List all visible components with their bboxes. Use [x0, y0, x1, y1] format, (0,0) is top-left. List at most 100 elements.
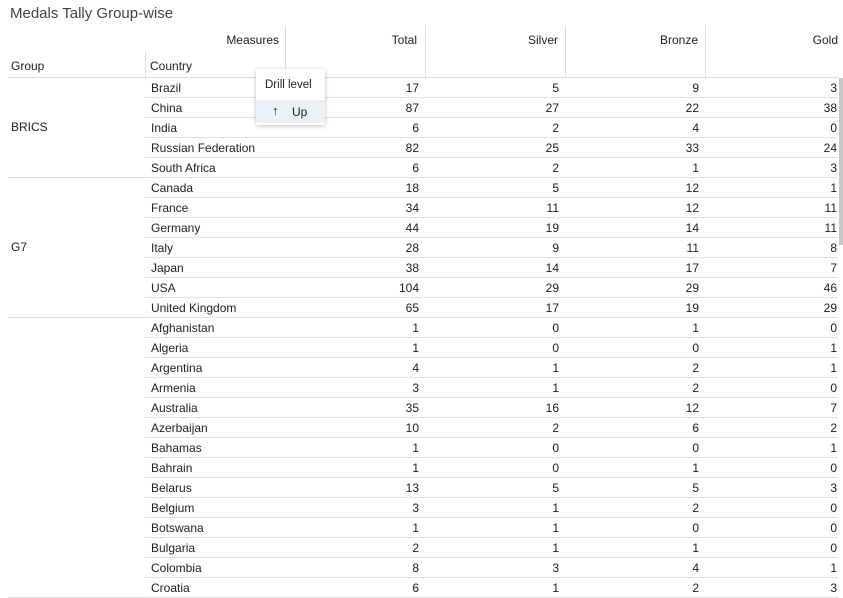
table-row[interactable]: Japan 38 14 17 7	[145, 258, 838, 278]
silver-cell: 16	[545, 401, 559, 415]
table-row[interactable]: France 34 11 12 11	[145, 198, 838, 218]
table-row[interactable]: Colombia 8 3 4 1	[145, 558, 838, 578]
table-row[interactable]: South Africa 6 2 1 3	[145, 158, 838, 178]
group-header[interactable]: Group	[11, 59, 45, 73]
drill-level-menu: Drill level ↑ Up	[256, 69, 325, 125]
table-row[interactable]: Armenia 3 1 2 0	[145, 378, 838, 398]
table-row[interactable]: Bulgaria 2 1 1 0	[145, 538, 838, 558]
gold-header[interactable]: Gold	[812, 33, 838, 47]
silver-cell: 2	[552, 421, 559, 435]
table-row[interactable]: Croatia 6 1 2 3	[145, 578, 838, 598]
bronze-cell: 17	[685, 261, 699, 275]
total-cell: 1	[412, 461, 419, 475]
bronze-header[interactable]: Bronze	[659, 33, 698, 47]
bronze-cell: 33	[685, 141, 699, 155]
silver-cell: 5	[552, 481, 559, 495]
bronze-cell: 1	[692, 161, 699, 175]
country-cell: Belgium	[151, 501, 195, 515]
pivot-title: Medals Tally Group-wise	[10, 5, 174, 22]
group-cell[interactable]: BRICS	[11, 120, 48, 134]
table-row[interactable]: Canada 18 5 12 1	[145, 178, 838, 198]
table-row[interactable]: Algeria 1 0 0 1	[145, 338, 838, 358]
total-cell: 104	[398, 281, 419, 295]
table-row[interactable]: Argentina 4 1 2 1	[145, 358, 838, 378]
total-cell: 17	[405, 81, 419, 95]
table-row[interactable]: United Kingdom 65 17 19 29	[145, 298, 838, 318]
bronze-cell: 19	[685, 301, 699, 315]
bronze-cell: 2	[692, 361, 699, 375]
silver-cell: 1	[552, 381, 559, 395]
country-cell: Russian Federation	[151, 141, 256, 155]
bronze-cell: 4	[692, 561, 699, 575]
silver-cell: 2	[552, 161, 559, 175]
bronze-cell: 12	[685, 181, 699, 195]
total-cell: 3	[412, 501, 419, 515]
bronze-cell: 12	[685, 201, 699, 215]
total-cell: 82	[405, 141, 419, 155]
table-row[interactable]: Germany 44 19 14 11	[145, 218, 838, 238]
total-cell: 65	[405, 301, 419, 315]
total-cell: 1	[412, 321, 419, 335]
total-cell: 1	[412, 441, 419, 455]
total-header[interactable]: Total	[391, 33, 417, 47]
table-row[interactable]: Afghanistan 1 0 1 0	[145, 318, 838, 338]
bronze-cell: 1	[692, 461, 699, 475]
bronze-cell: 1	[692, 321, 699, 335]
total-cell: 10	[405, 421, 419, 435]
table-row[interactable]: China 87 27 22 38	[145, 98, 838, 118]
gold-cell: 1	[830, 361, 837, 375]
silver-cell: 0	[552, 441, 559, 455]
group-cell[interactable]: G7	[11, 240, 28, 254]
country-cell: United Kingdom	[151, 301, 237, 315]
silver-cell: 29	[545, 281, 559, 295]
total-cell: 28	[405, 241, 419, 255]
drill-up-button[interactable]: ↑ Up	[256, 100, 325, 123]
country-cell: Bahrain	[151, 461, 193, 475]
total-cell: 6	[412, 161, 419, 175]
gold-cell: 0	[830, 321, 837, 335]
table-row[interactable]: Italy 28 9 11 8	[145, 238, 838, 258]
table-row[interactable]: Bahamas 1 0 0 1	[145, 438, 838, 458]
bronze-cell: 2	[692, 381, 699, 395]
bronze-cell: 12	[685, 401, 699, 415]
table-row[interactable]: USA 104 29 29 46	[145, 278, 838, 298]
country-cell: Italy	[151, 241, 174, 255]
table-row[interactable]: Belgium 3 1 2 0	[145, 498, 838, 518]
table-row[interactable]: Botswana 1 1 0 0	[145, 518, 838, 538]
table-row[interactable]: India 6 2 4 0	[145, 118, 838, 138]
table-row[interactable]: Russian Federation 82 25 33 24	[145, 138, 838, 158]
silver-cell: 11	[546, 201, 559, 215]
table-row[interactable]: Bahrain 1 0 1 0	[145, 458, 838, 478]
table-row[interactable]: Brazil 17 5 9 3	[145, 78, 838, 98]
bronze-cell: 0	[692, 441, 699, 455]
silver-header[interactable]: Silver	[527, 33, 558, 47]
gold-cell: 1	[830, 181, 837, 195]
total-cell: 38	[405, 261, 419, 275]
silver-cell: 1	[552, 501, 559, 515]
gold-cell: 0	[830, 501, 837, 515]
country-cell: Armenia	[151, 381, 196, 395]
total-cell: 3	[412, 381, 419, 395]
table-row[interactable]: Azerbaijan 10 2 6 2	[145, 418, 838, 438]
total-cell: 35	[405, 401, 419, 415]
gold-cell: 0	[830, 521, 837, 535]
country-header[interactable]: Country	[150, 59, 193, 73]
measures-header[interactable]: Measures	[226, 33, 279, 47]
gold-cell: 3	[830, 81, 837, 95]
gold-cell: 7	[830, 261, 837, 275]
country-cell: France	[151, 201, 189, 215]
country-cell: Bulgaria	[151, 541, 196, 555]
table-row[interactable]: Australia 35 16 12 7	[145, 398, 838, 418]
silver-cell: 9	[552, 241, 559, 255]
silver-cell: 3	[552, 561, 559, 575]
gold-cell: 1	[830, 561, 837, 575]
silver-cell: 25	[545, 141, 559, 155]
drill-up-label: Up	[292, 105, 308, 119]
total-cell: 1	[412, 521, 419, 535]
table-row[interactable]: Belarus 13 5 5 3	[145, 478, 838, 498]
vertical-scrollbar[interactable]	[839, 78, 843, 245]
gold-cell: 11	[824, 221, 837, 235]
bronze-cell: 14	[685, 221, 699, 235]
total-cell: 4	[412, 361, 419, 375]
silver-cell: 1	[552, 361, 559, 375]
